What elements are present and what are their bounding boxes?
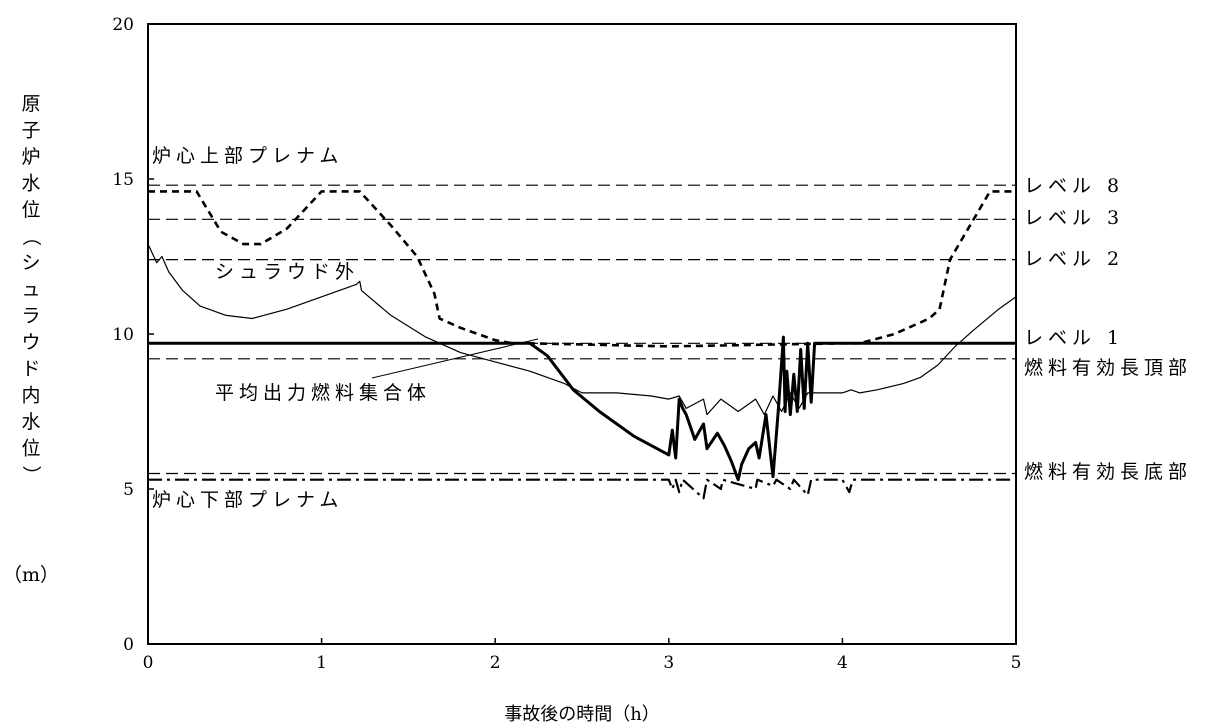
y-tick-label: 20 bbox=[112, 15, 134, 35]
label-level-3: レベル 3 bbox=[1024, 207, 1124, 229]
y-axis-label-char: 子 bbox=[21, 120, 40, 142]
y-axis-label-char: ュ bbox=[21, 279, 40, 301]
y-axis-label-char: 水 bbox=[21, 173, 40, 195]
x-tick-label: 3 bbox=[663, 653, 674, 673]
label-level-1: レベル 1 bbox=[1024, 327, 1124, 349]
plot-frame bbox=[147, 23, 1017, 645]
y-axis-label-char: ド bbox=[21, 358, 40, 380]
y-axis-label-char: 原 bbox=[21, 93, 40, 115]
series-line-3 bbox=[148, 335, 1016, 482]
y-axis-unit: （m） bbox=[3, 564, 59, 586]
axis-ticks: 0 1 2 3 4 5 0 5 10 15 20 bbox=[112, 15, 1021, 673]
annotation-upper-plenum: 炉心上部プレナム bbox=[152, 145, 343, 167]
label-level-8: レベル 8 bbox=[1024, 175, 1124, 197]
y-tick-label: 10 bbox=[112, 325, 134, 345]
y-axis-label-char: ） bbox=[20, 465, 42, 484]
x-axis-label: 事故後の時間（h） bbox=[504, 704, 660, 725]
y-axis-label-char: 位 bbox=[21, 438, 40, 460]
annotation-average-fuel-bundle: 平均出力燃料集合体 bbox=[215, 382, 431, 404]
series-layer bbox=[147, 190, 1017, 500]
y-axis-label-char: （ bbox=[20, 227, 42, 246]
y-axis-label-char: 内 bbox=[21, 385, 40, 407]
annotation-lower-plenum: 炉心下部プレナム bbox=[152, 489, 343, 511]
y-axis-label-char: 位 bbox=[21, 199, 40, 221]
y-tick-label: 5 bbox=[123, 480, 134, 500]
series-line-1 bbox=[148, 190, 1016, 348]
y-axis-label-char: 炉 bbox=[21, 146, 40, 168]
x-tick-label: 1 bbox=[316, 653, 327, 673]
annotation-outside-shroud: シュラウド外 bbox=[215, 261, 359, 283]
y-tick-label: 15 bbox=[112, 170, 134, 190]
label-top-of-active-fuel: 燃料有効長頂部 bbox=[1024, 357, 1192, 379]
x-tick-label: 2 bbox=[490, 653, 501, 673]
reference-lines bbox=[148, 184, 1016, 475]
y-axis-label-char: 水 bbox=[21, 411, 40, 433]
x-tick-label: 5 bbox=[1011, 653, 1022, 673]
x-tick-label: 0 bbox=[143, 653, 154, 673]
y-axis-label-char: ウ bbox=[21, 332, 40, 354]
y-axis-label-char: シ bbox=[21, 252, 40, 274]
series-line-2 bbox=[147, 243, 1017, 416]
y-axis-label-char: ラ bbox=[21, 305, 40, 327]
y-tick-label: 0 bbox=[123, 635, 134, 655]
label-level-2: レベル 2 bbox=[1024, 248, 1124, 270]
x-tick-label: 4 bbox=[837, 653, 848, 673]
label-bottom-of-active-fuel: 燃料有効長底部 bbox=[1024, 461, 1192, 483]
annotation-leader-line bbox=[371, 338, 539, 379]
